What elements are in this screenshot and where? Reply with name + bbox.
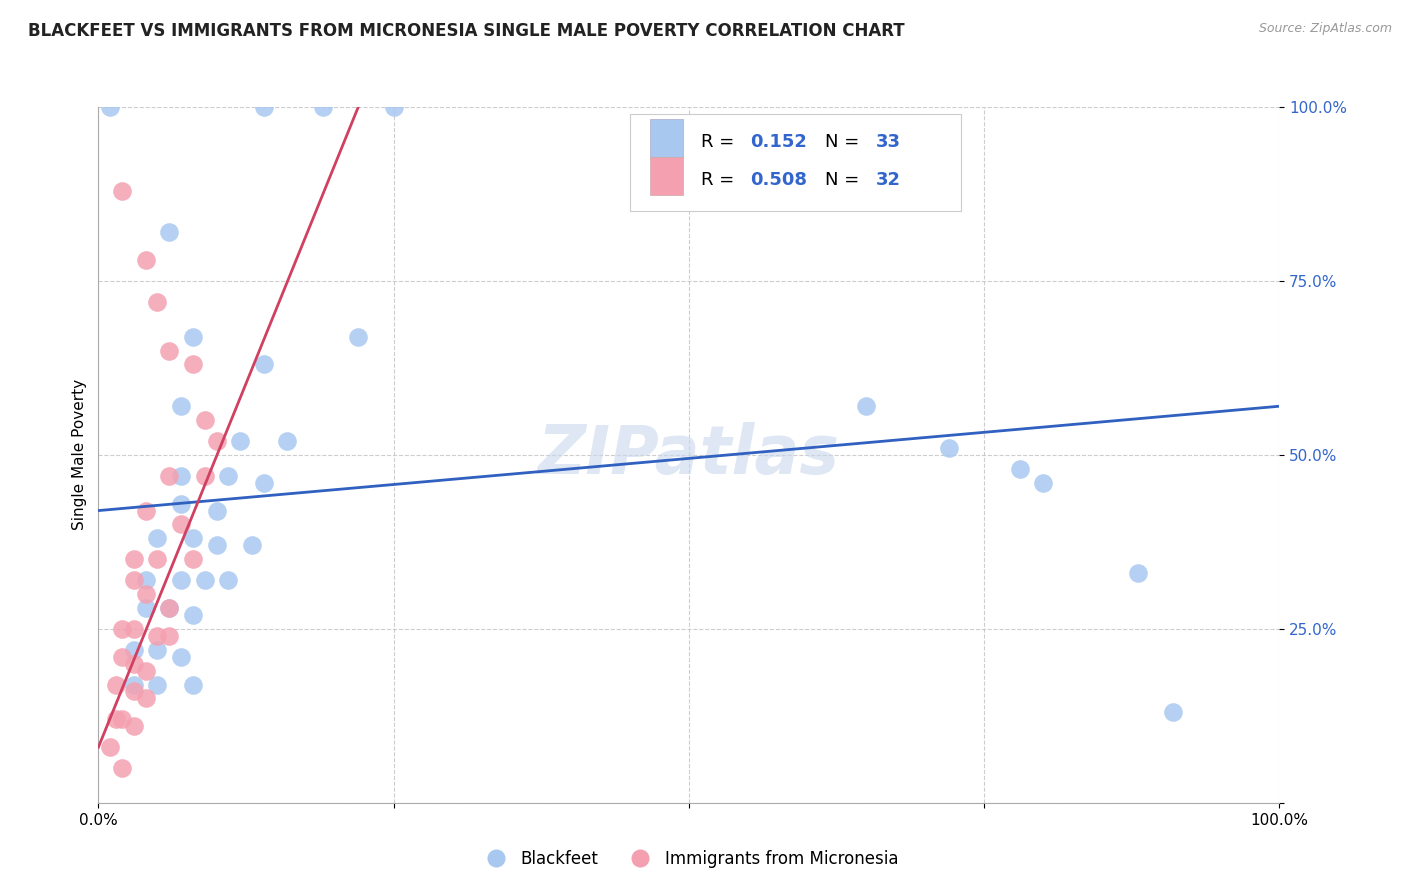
Point (1008, 462, 1031, 476)
Point (1032, 475, 1054, 490)
Point (135, 691, 157, 706)
Point (105, 677, 128, 691)
Point (181, 532, 204, 546)
Point (170, 573, 193, 587)
Point (146, 629, 169, 643)
Text: 0.152: 0.152 (751, 133, 807, 151)
Point (1161, 706, 1184, 720)
Point (181, 607, 204, 622)
Text: N =: N = (825, 133, 865, 151)
Point (157, 343, 180, 358)
Point (181, 677, 204, 691)
Point (157, 225, 180, 239)
Text: R =: R = (700, 133, 740, 151)
Point (111, 712, 134, 726)
Point (240, 538, 263, 552)
Point (194, 468, 217, 483)
Point (135, 573, 157, 587)
Point (253, 358, 276, 372)
Text: 32: 32 (876, 171, 901, 189)
FancyBboxPatch shape (650, 119, 683, 157)
Point (170, 399, 193, 413)
Text: ZIPatlas: ZIPatlas (538, 422, 839, 488)
Point (122, 677, 145, 691)
Point (135, 664, 157, 678)
Point (122, 642, 145, 657)
Point (122, 719, 145, 733)
Point (146, 532, 169, 546)
FancyBboxPatch shape (650, 157, 683, 195)
Legend: Blackfeet, Immigrants from Micronesia: Blackfeet, Immigrants from Micronesia (472, 843, 905, 874)
Point (276, 434, 298, 448)
Point (157, 601, 180, 615)
FancyBboxPatch shape (630, 114, 960, 211)
Point (170, 468, 193, 483)
Point (157, 629, 180, 643)
Point (105, 712, 128, 726)
Point (347, 329, 370, 343)
Point (146, 677, 169, 691)
Point (181, 329, 204, 343)
Point (98, 740, 121, 755)
Point (194, 413, 217, 427)
Point (855, 399, 877, 413)
Point (170, 649, 193, 664)
Point (194, 573, 217, 587)
Point (938, 441, 960, 455)
Y-axis label: Single Male Poverty: Single Male Poverty (72, 379, 87, 531)
Text: BLACKFEET VS IMMIGRANTS FROM MICRONESIA SINGLE MALE POVERTY CORRELATION CHART: BLACKFEET VS IMMIGRANTS FROM MICRONESIA … (28, 22, 904, 40)
Point (146, 552, 169, 566)
Point (229, 434, 252, 448)
Point (170, 497, 193, 511)
Point (122, 552, 145, 566)
Text: 33: 33 (876, 133, 901, 151)
Point (122, 684, 145, 698)
Point (111, 184, 134, 198)
Point (217, 468, 239, 483)
Point (181, 552, 204, 566)
Point (111, 622, 134, 636)
Point (111, 761, 134, 775)
Point (135, 253, 157, 268)
Point (253, 100, 276, 114)
Point (1126, 566, 1149, 581)
Point (157, 601, 180, 615)
Point (157, 468, 180, 483)
Point (253, 475, 276, 490)
Point (135, 587, 157, 601)
Point (122, 622, 145, 636)
Point (122, 657, 145, 671)
Point (382, 100, 405, 114)
Point (205, 434, 228, 448)
Text: Source: ZipAtlas.com: Source: ZipAtlas.com (1258, 22, 1392, 36)
Point (111, 649, 134, 664)
Point (170, 517, 193, 532)
Point (98, 100, 121, 114)
Point (312, 100, 335, 114)
Text: R =: R = (700, 171, 740, 189)
Text: 0.508: 0.508 (751, 171, 807, 189)
Point (181, 358, 204, 372)
Point (135, 601, 157, 615)
Point (135, 503, 157, 517)
Point (217, 573, 239, 587)
Point (146, 294, 169, 309)
Point (146, 642, 169, 657)
Point (205, 503, 228, 517)
Point (122, 573, 145, 587)
Point (205, 538, 228, 552)
Text: N =: N = (825, 171, 865, 189)
